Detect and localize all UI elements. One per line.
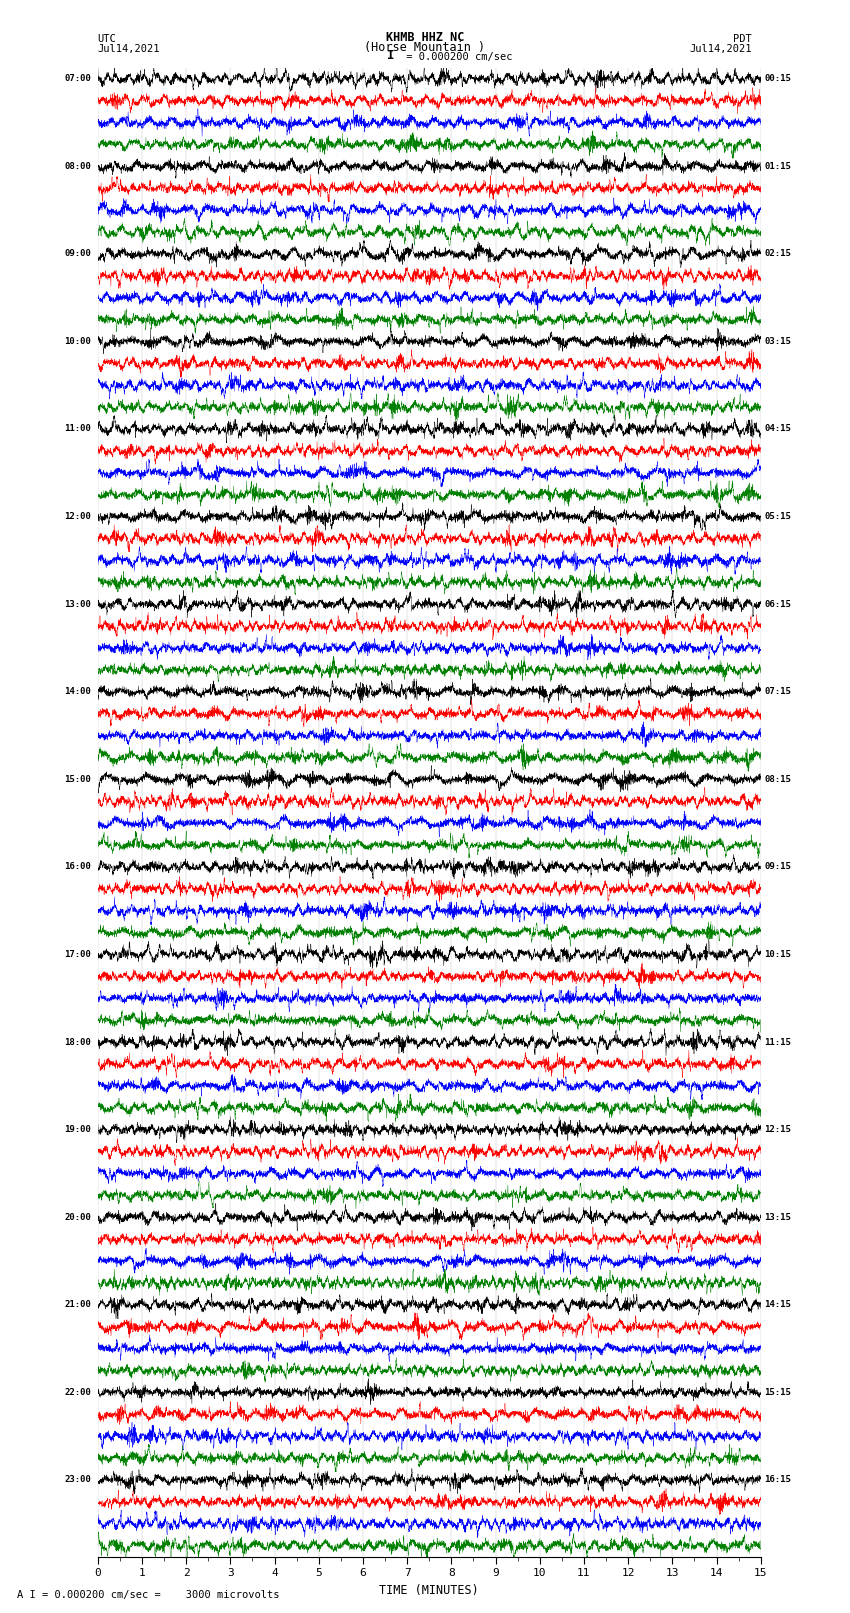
Text: 12:15: 12:15 xyxy=(764,1126,791,1134)
Text: 13:15: 13:15 xyxy=(764,1213,791,1221)
Text: I: I xyxy=(388,48,394,63)
Text: 20:00: 20:00 xyxy=(65,1213,91,1221)
Text: 12:00: 12:00 xyxy=(65,511,91,521)
Text: 05:15: 05:15 xyxy=(764,511,791,521)
Text: 10:00: 10:00 xyxy=(65,337,91,345)
Text: 09:15: 09:15 xyxy=(764,863,791,871)
Text: Jul14,2021: Jul14,2021 xyxy=(689,44,752,53)
Text: 19:00: 19:00 xyxy=(65,1126,91,1134)
Text: = 0.000200 cm/sec: = 0.000200 cm/sec xyxy=(400,52,512,63)
Text: (Horse Mountain ): (Horse Mountain ) xyxy=(365,40,485,53)
Text: 17:00: 17:00 xyxy=(65,950,91,960)
Text: 07:00: 07:00 xyxy=(65,74,91,84)
Text: 14:00: 14:00 xyxy=(65,687,91,697)
Text: 16:00: 16:00 xyxy=(65,863,91,871)
Text: 11:00: 11:00 xyxy=(65,424,91,434)
Text: 08:15: 08:15 xyxy=(764,774,791,784)
Text: 01:15: 01:15 xyxy=(764,161,791,171)
Text: 07:15: 07:15 xyxy=(764,687,791,697)
Text: 00:15: 00:15 xyxy=(764,74,791,84)
X-axis label: TIME (MINUTES): TIME (MINUTES) xyxy=(379,1584,479,1597)
Text: 22:00: 22:00 xyxy=(65,1387,91,1397)
Text: 11:15: 11:15 xyxy=(764,1037,791,1047)
Text: 10:15: 10:15 xyxy=(764,950,791,960)
Text: UTC: UTC xyxy=(98,34,116,44)
Text: Jul14,2021: Jul14,2021 xyxy=(98,44,161,53)
Text: 15:15: 15:15 xyxy=(764,1387,791,1397)
Text: PDT: PDT xyxy=(734,34,752,44)
Text: 16:15: 16:15 xyxy=(764,1476,791,1484)
Text: 21:00: 21:00 xyxy=(65,1300,91,1310)
Text: KHMB HHZ NC: KHMB HHZ NC xyxy=(386,31,464,44)
Text: 02:15: 02:15 xyxy=(764,250,791,258)
Text: 03:15: 03:15 xyxy=(764,337,791,345)
Text: 06:15: 06:15 xyxy=(764,600,791,608)
Text: 08:00: 08:00 xyxy=(65,161,91,171)
Text: 09:00: 09:00 xyxy=(65,250,91,258)
Text: A I = 0.000200 cm/sec =    3000 microvolts: A I = 0.000200 cm/sec = 3000 microvolts xyxy=(17,1590,280,1600)
Text: 04:15: 04:15 xyxy=(764,424,791,434)
Text: 18:00: 18:00 xyxy=(65,1037,91,1047)
Text: 13:00: 13:00 xyxy=(65,600,91,608)
Text: 23:00: 23:00 xyxy=(65,1476,91,1484)
Text: 15:00: 15:00 xyxy=(65,774,91,784)
Text: 14:15: 14:15 xyxy=(764,1300,791,1310)
